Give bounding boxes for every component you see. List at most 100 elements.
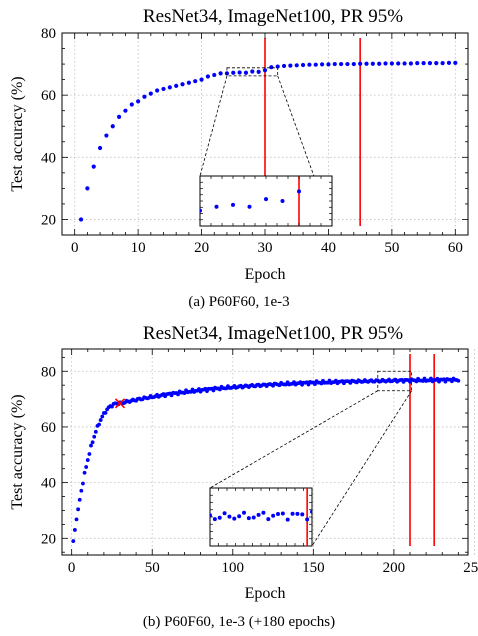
data-point [307, 62, 312, 67]
data-point [71, 539, 76, 543]
inset-data-point [314, 170, 318, 174]
y-axis-label: Test accuracy (%) [9, 76, 26, 191]
data-point [435, 376, 440, 381]
inset-data-point [295, 511, 300, 516]
data-point [155, 88, 160, 93]
data-point [167, 85, 172, 90]
data-point [383, 61, 388, 66]
inset-data-point [251, 515, 256, 520]
zoom-connector [277, 75, 333, 227]
inset-data-point [247, 204, 252, 209]
data-point [89, 443, 93, 448]
data-point [90, 440, 95, 445]
data-point [313, 62, 318, 67]
data-point [281, 63, 287, 69]
data-point [142, 94, 147, 99]
x-tick-label: 200 [383, 560, 406, 576]
inset-data-point [285, 517, 290, 522]
x-tick-label: 20 [194, 240, 209, 256]
y-tick-label: 80 [41, 364, 56, 380]
data-point [218, 71, 223, 76]
inset-data-point [232, 516, 237, 521]
data-point [326, 62, 331, 67]
caption-a: (a) P60F60, 1e-3 [188, 294, 290, 310]
data-point [85, 186, 90, 191]
data-point [82, 470, 87, 475]
inset-frame [209, 487, 313, 547]
x-tick-label: 0 [68, 560, 76, 576]
data-point [205, 74, 211, 79]
data-point [288, 63, 293, 68]
zoom-region [377, 370, 413, 392]
x-tick-label: 10 [131, 240, 146, 256]
inset-data-point [330, 166, 334, 170]
data-point [313, 382, 317, 387]
data-point [78, 217, 84, 222]
x-axis-label: Epoch [245, 266, 286, 283]
data-point [174, 83, 179, 88]
data-point [427, 61, 433, 66]
data-point [81, 481, 85, 486]
data-point [212, 72, 217, 78]
data-point [186, 80, 191, 85]
data-point [84, 465, 89, 469]
inset-data-point [297, 189, 301, 194]
inset-data-point [231, 202, 235, 207]
data-point [100, 414, 105, 419]
zoom-region [226, 67, 279, 77]
data-point [116, 114, 122, 120]
inset-data-point [261, 510, 266, 515]
data-point [74, 517, 79, 522]
data-point [402, 61, 407, 66]
data-point [345, 61, 350, 67]
data-point [449, 379, 454, 384]
inset [199, 166, 334, 227]
data-point [364, 61, 369, 66]
x-tick-label: 60 [448, 240, 463, 256]
inset-data-point [227, 514, 232, 519]
data-point [456, 378, 461, 383]
y-tick-label: 20 [41, 531, 56, 547]
data-point [446, 60, 452, 65]
data-point [440, 61, 445, 66]
inset-data-point [242, 510, 246, 515]
data-point [377, 61, 382, 66]
data-point [85, 458, 90, 462]
data-point [262, 68, 268, 73]
inset-data-point [280, 199, 285, 203]
data-point [434, 61, 439, 66]
inset-data-point [217, 515, 222, 520]
data-point [294, 63, 299, 68]
chart-title: ResNet34, ImageNet100, PR 95% [143, 6, 403, 27]
data-point [339, 61, 344, 67]
y-tick-label: 40 [41, 150, 56, 166]
x-tick-label: 50 [145, 560, 160, 576]
data-point [453, 60, 458, 65]
inset-data-point [222, 511, 227, 516]
cross-marker [114, 398, 126, 409]
inset-data-point [300, 512, 305, 517]
data-point [275, 64, 280, 69]
inset-data-point [246, 516, 251, 521]
x-tick-label: 100 [222, 560, 245, 576]
data-point [199, 77, 204, 82]
data-point [93, 429, 98, 434]
x-axis-label: Epoch [245, 585, 286, 602]
data-point [370, 61, 375, 66]
x-tick-label: 50 [384, 240, 399, 256]
inset-data-point [310, 509, 312, 514]
plot-area [71, 354, 461, 546]
inset-data-point [210, 513, 212, 518]
inset-data-point [200, 208, 202, 213]
inset-data-point [276, 512, 280, 517]
data-point [408, 61, 414, 66]
data-point [182, 391, 187, 396]
y-tick-label: 60 [41, 420, 56, 436]
data-point [193, 79, 198, 84]
x-tick-label: 150 [302, 560, 325, 576]
data-point [180, 82, 185, 87]
data-point [256, 69, 261, 74]
data-point [79, 488, 84, 493]
data-point [396, 61, 401, 66]
data-point [98, 418, 103, 422]
